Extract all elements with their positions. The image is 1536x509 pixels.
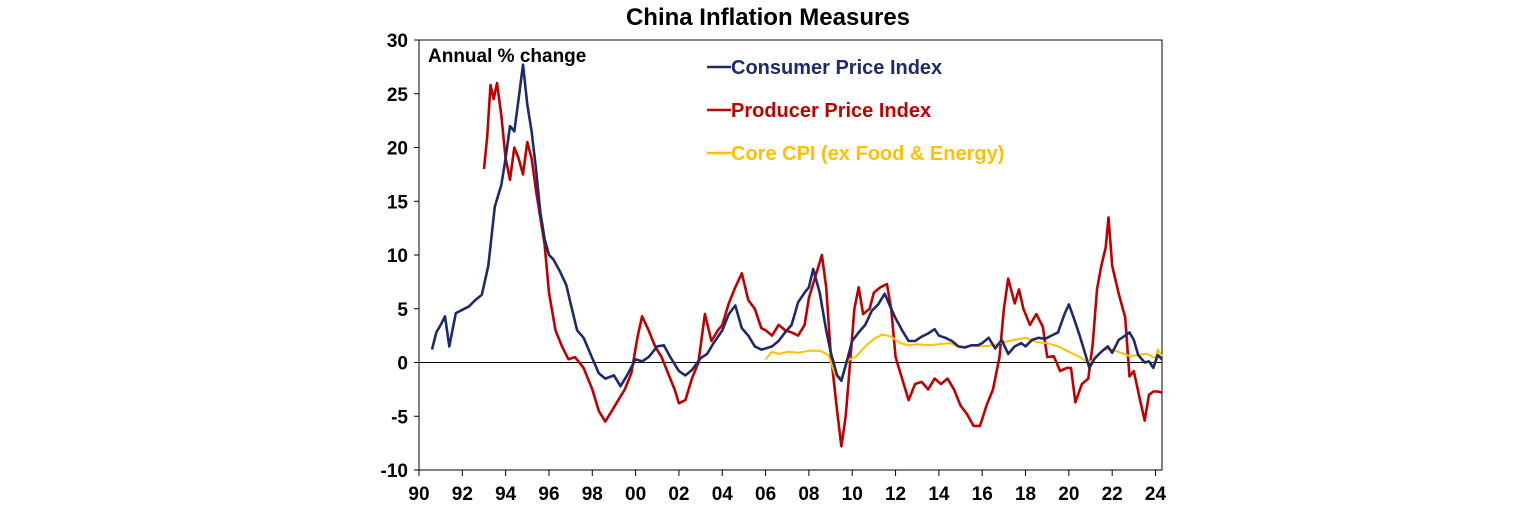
y-tick-label: 25 xyxy=(387,85,409,106)
series-line-0 xyxy=(430,63,1163,388)
y-tick-label: 10 xyxy=(387,246,408,267)
y-tick-label: 15 xyxy=(387,192,409,213)
legend-label-0: Consumer Price Index xyxy=(731,57,942,79)
series-lines xyxy=(430,63,1163,448)
series-line-1 xyxy=(482,81,1163,448)
x-tick-label: 92 xyxy=(452,484,473,505)
y-tick-label: -5 xyxy=(391,407,408,428)
y-tick-label: -10 xyxy=(381,461,408,482)
x-tick-label: 02 xyxy=(668,484,689,505)
legend: Consumer Price Index Producer Price Index… xyxy=(707,57,1004,165)
x-tick-label: 22 xyxy=(1102,484,1123,505)
y-tick-label: 0 xyxy=(397,354,408,375)
x-tick-label: 20 xyxy=(1058,484,1079,505)
x-tick-label: 90 xyxy=(408,484,429,505)
y-tick-label: 20 xyxy=(387,139,408,160)
x-axis: 90 92 94 96 98 00 02 04 06 08 10 12 14 16 18 20 22 24 xyxy=(408,470,1166,505)
x-tick-label: 24 xyxy=(1145,484,1167,505)
x-tick-label: 16 xyxy=(972,484,993,505)
chart-title: China Inflation Measures xyxy=(626,4,910,31)
y-tick-label: 5 xyxy=(397,300,408,321)
y-tick-label: 30 xyxy=(387,31,408,52)
x-tick-label: 18 xyxy=(1015,484,1036,505)
x-tick-label: 08 xyxy=(798,484,819,505)
x-tick-label: 94 xyxy=(495,484,517,505)
unit-label: Annual % change xyxy=(428,46,586,67)
legend-label-2: Core CPI (ex Food & Energy) xyxy=(731,143,1004,165)
legend-label-1: Producer Price Index xyxy=(731,100,931,122)
x-tick-label: 98 xyxy=(582,484,603,505)
x-tick-label: 12 xyxy=(885,484,906,505)
x-tick-label: 96 xyxy=(538,484,559,505)
series-line-2 xyxy=(764,333,1163,379)
x-tick-label: 10 xyxy=(842,484,863,505)
x-tick-label: 04 xyxy=(712,484,734,505)
x-tick-label: 14 xyxy=(928,484,950,505)
x-tick-label: 00 xyxy=(625,484,646,505)
x-tick-label: 06 xyxy=(755,484,776,505)
y-axis: 30 25 20 15 10 5 0 -5 -10 xyxy=(381,31,419,482)
